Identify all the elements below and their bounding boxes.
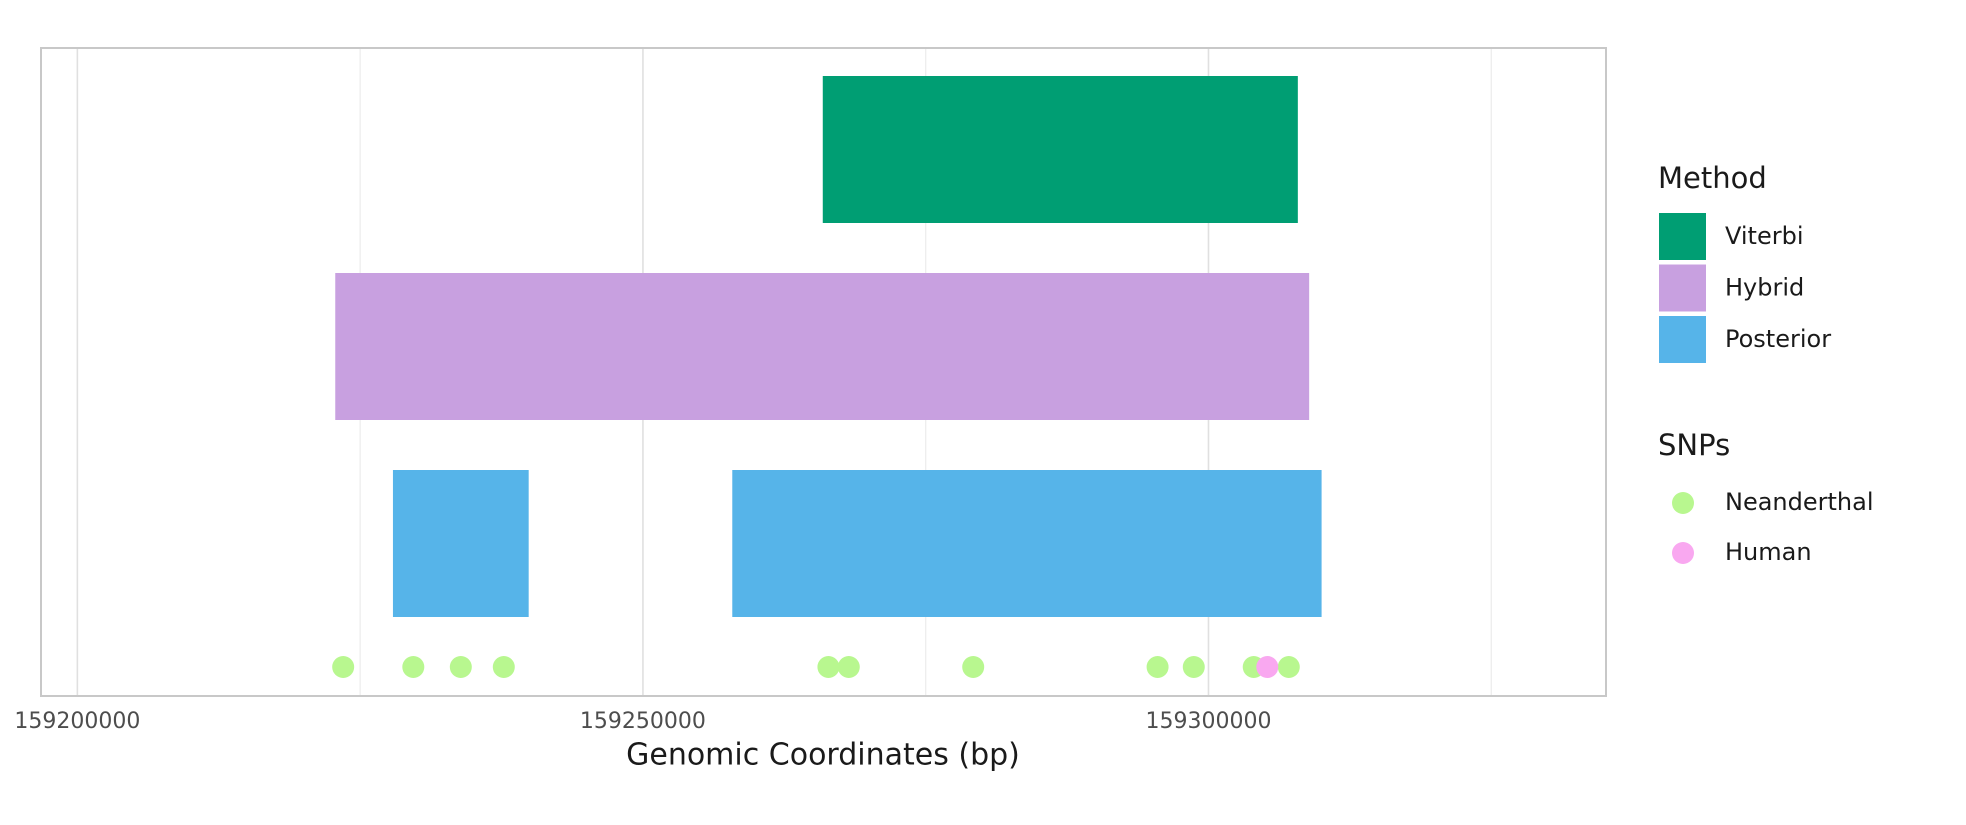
snp-point <box>1256 656 1279 678</box>
x-tick-label: 159300000 <box>1145 709 1271 734</box>
x-tick-label: 159200000 <box>14 709 140 734</box>
snp-point <box>962 656 985 678</box>
interval-bar <box>392 470 529 617</box>
snp-point <box>402 656 425 678</box>
snp-point <box>837 656 860 678</box>
plot-border <box>40 47 1607 697</box>
interval-bar <box>822 76 1298 223</box>
snp-point <box>817 656 840 678</box>
legend-label: Hybrid <box>1725 274 1804 302</box>
legend-label: Human <box>1725 538 1812 566</box>
x-axis-title: Genomic Coordinates (bp) <box>626 738 1020 773</box>
legend-label: Posterior <box>1725 325 1831 353</box>
snp-point <box>449 656 472 678</box>
legend-label: Neanderthal <box>1725 488 1874 516</box>
x-tick-label: 159250000 <box>580 709 706 734</box>
legend-marker <box>1672 542 1694 564</box>
legend-swatch <box>1659 213 1706 260</box>
legend-swatch <box>1659 316 1706 363</box>
snp-point <box>492 656 515 678</box>
legend-title: SNPs <box>1658 428 1730 462</box>
snp-point <box>332 656 355 678</box>
snp-point <box>1277 656 1300 678</box>
legend-marker <box>1672 492 1694 514</box>
legend-swatch <box>1659 264 1706 312</box>
legend-title: Method <box>1658 161 1767 195</box>
snp-point <box>1182 656 1205 678</box>
interval-bar <box>732 470 1322 617</box>
legend-label: Viterbi <box>1725 222 1804 250</box>
interval-bar <box>335 273 1310 420</box>
snp-point <box>1146 656 1169 678</box>
